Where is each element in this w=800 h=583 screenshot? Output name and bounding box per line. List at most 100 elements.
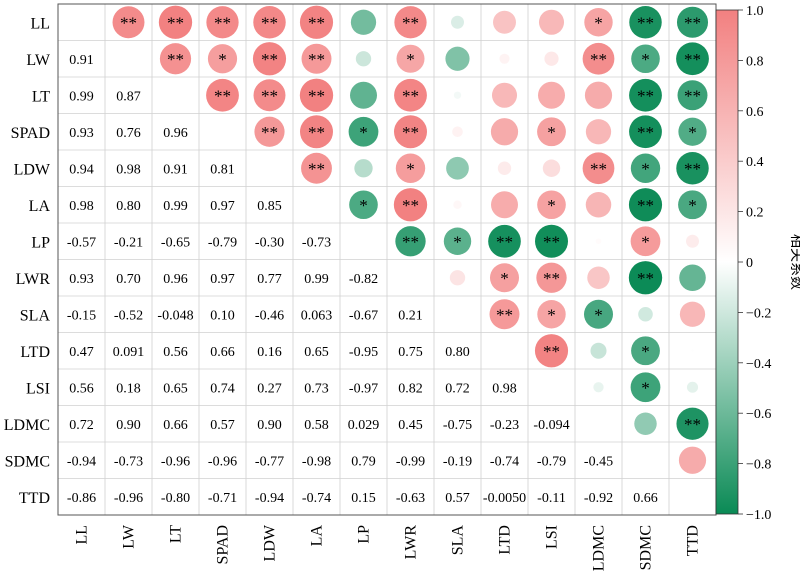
corr-value: 0.57: [445, 491, 470, 506]
significance-mark: **: [637, 86, 654, 105]
significance-mark: *: [359, 123, 368, 142]
row-label: LWR: [16, 271, 51, 288]
significance-mark: *: [406, 159, 415, 178]
corr-value: -0.86: [67, 491, 96, 506]
corr-circle-LDW-LA: [301, 152, 332, 184]
corr-circle-LW-LSI: [544, 51, 559, 66]
corr-value: -0.094: [533, 418, 569, 433]
corr-circle-LL-LT: [158, 5, 193, 39]
corr-value: 0.74: [210, 381, 235, 396]
corr-value: 0.80: [445, 345, 470, 360]
corr-value: 0.029: [348, 418, 380, 433]
significance-mark: **: [684, 159, 701, 178]
corr-value: -0.96: [208, 454, 237, 469]
column-label: LWR: [403, 525, 420, 560]
corr-value: -0.65: [161, 235, 190, 250]
corr-value: 0.99: [69, 89, 94, 104]
row-label: TTD: [19, 490, 50, 507]
corr-value: 0.57: [210, 418, 235, 433]
corr-circle-LW-LTD: [499, 53, 510, 64]
corr-circle-LP-SDMC: [630, 226, 661, 257]
corr-circle-SLA-LDMC: [583, 299, 614, 329]
corr-value: 0.94: [69, 162, 94, 177]
corr-circle-LP-LDMC: [595, 238, 602, 245]
significance-mark: *: [688, 123, 697, 142]
significance-mark: **: [308, 123, 325, 142]
axis-labels: LL LL LW LW LT LT SPAD SPAD LDW LDW LA LA LP LP LWR LWR…: [4, 15, 702, 571]
corr-circle-SLA-TTD: [679, 301, 706, 327]
column-label: LDMC: [591, 525, 608, 571]
column-label: LP: [356, 525, 373, 544]
significance-mark: **: [543, 269, 560, 288]
colorbar-tick-label: 1.0: [746, 4, 764, 19]
corr-value: 0.70: [116, 272, 141, 287]
corr-value: -0.92: [584, 491, 613, 506]
corr-circle-LW-LWR: [396, 44, 425, 73]
significance-mark: **: [214, 86, 231, 105]
corr-value: -0.82: [349, 272, 378, 287]
corr-circle-LDW-LWR: [395, 153, 426, 183]
corr-value: 0.90: [116, 418, 141, 433]
corr-value: 0.90: [257, 418, 282, 433]
colorbar-tick-label: 0: [746, 256, 753, 271]
significance-mark: *: [547, 123, 556, 142]
corr-value: -0.95: [349, 345, 378, 360]
corr-circle-SPAD-LSI: [537, 117, 566, 147]
significance-mark: **: [402, 123, 419, 142]
corr-circle-LP-LWR: [395, 226, 426, 257]
row-label: SPAD: [11, 125, 50, 142]
corr-value: -0.80: [161, 491, 190, 506]
significance-mark: **: [637, 269, 654, 288]
significance-mark: *: [218, 50, 227, 69]
colorbar-tick-label: 0.6: [746, 105, 764, 120]
row-label: LP: [31, 234, 50, 251]
corr-value: -0.67: [349, 308, 378, 323]
corr-circle-LL-LP: [350, 9, 377, 35]
corr-value: 0.66: [163, 418, 188, 433]
corr-value: 0.97: [210, 199, 235, 214]
corr-value: 0.96: [163, 126, 188, 141]
corr-value: 0.65: [304, 345, 329, 360]
correlation-circles: [112, 5, 709, 474]
significance-mark: **: [402, 196, 419, 215]
colorbar-tick-label: 0.4: [746, 155, 764, 170]
colorbar-tick-label: −0.4: [746, 357, 771, 372]
corr-circle-LT-LWR: [394, 78, 427, 112]
significance-mark: **: [261, 13, 278, 32]
corr-circle-SLA-SDMC: [638, 306, 653, 322]
corr-value: -0.97: [349, 381, 378, 396]
corr-value: -0.71: [208, 491, 237, 506]
corr-value: -0.73: [114, 454, 143, 469]
significance-mark: *: [547, 305, 556, 324]
corr-value: 0.15: [351, 491, 376, 506]
significance-mark: *: [594, 13, 603, 32]
corr-circle-LT-SDMC: [629, 78, 662, 112]
column-label: LW: [121, 524, 138, 549]
corr-value: 0.66: [633, 491, 658, 506]
corr-value: 0.96: [163, 272, 188, 287]
corr-circle-LL-LW: [112, 6, 145, 39]
significance-mark: *: [641, 342, 650, 361]
colorbar-tick-label: 0.8: [746, 54, 764, 69]
corr-circle-LL-LDW: [253, 6, 286, 39]
significance-mark: **: [637, 13, 654, 32]
corr-value: -0.52: [114, 308, 143, 323]
row-label: LA: [29, 198, 51, 215]
significance-mark: **: [590, 50, 607, 69]
corr-value: 0.27: [257, 381, 282, 396]
corr-circle-LWR-SLA: [449, 270, 466, 286]
significance-mark: **: [261, 86, 278, 105]
column-label: TTD: [685, 525, 702, 556]
corr-value: -0.98: [302, 454, 331, 469]
corr-circle-LT-LSI: [538, 81, 565, 109]
corr-value: -0.048: [157, 308, 193, 323]
corr-circle-LTD-SDMC: [631, 336, 660, 366]
significance-mark: *: [688, 196, 697, 215]
significance-mark: *: [406, 50, 415, 69]
significance-mark: *: [641, 378, 650, 397]
corr-circle-LT-LDMC: [584, 81, 613, 109]
colorbar-tick-label: −0.8: [746, 458, 771, 473]
corr-value: 0.98: [492, 381, 517, 396]
corr-value: -0.0050: [483, 491, 526, 506]
